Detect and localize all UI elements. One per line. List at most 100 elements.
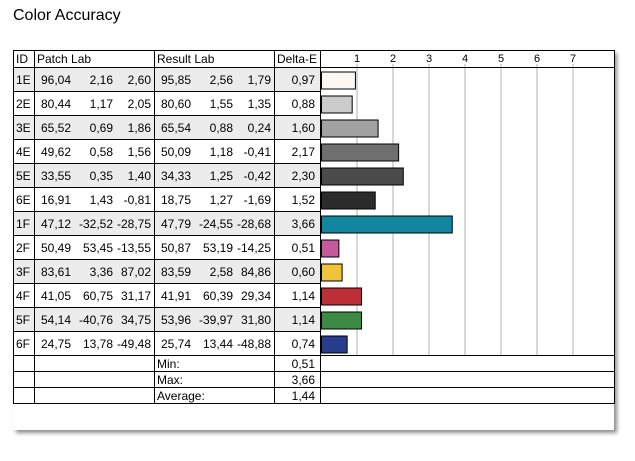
delta-e-value: 0,97 (274, 67, 321, 92)
row-id: 1F (13, 211, 35, 236)
row-id: 5E (13, 163, 35, 188)
result-lab-cell: 83,59 2,58 84,86 (154, 259, 275, 284)
result-lab-cell: 50,87 53,19 -14,25 (154, 235, 275, 260)
l-value: 83,61 (40, 264, 71, 279)
patch-lab-cell: 65,52 0,69 1,86 (34, 115, 155, 140)
table-row: 1F 47,12 -32,52 -28,75 47,79 -24,55 -28,68 3,66 (13, 211, 615, 236)
l-value: 24,75 (40, 336, 71, 351)
b-value: -13,55 (116, 240, 151, 255)
a-value: 13,44 (202, 336, 233, 351)
b-value: -0,42 (243, 168, 271, 183)
chart-title: Color Accuracy (13, 7, 121, 24)
a-value: 2,58 (209, 264, 233, 279)
table-row: 6E 16,91 1,43 -0,81 18,75 1,27 -1,69 1,52 (13, 187, 615, 212)
b-value: 87,02 (120, 264, 151, 279)
b-value: -49,48 (116, 336, 151, 351)
a-value: 2,56 (209, 72, 233, 87)
patch-lab-cell: 80,44 1,17 2,05 (34, 91, 155, 116)
a-value: 1,55 (209, 96, 233, 111)
b-value: 1,40 (127, 168, 151, 183)
l-value: 65,54 (160, 120, 191, 135)
a-value: -32,52 (78, 216, 113, 231)
bar-2E (321, 95, 353, 114)
result-lab-cell: 53,96 -39,97 31,80 (154, 307, 275, 332)
patch-lab-cell: 47,12 -32,52 -28,75 (34, 211, 155, 236)
a-value: -24,55 (198, 216, 233, 231)
a-value: 3,36 (89, 264, 113, 279)
a-value: 53,45 (82, 240, 113, 255)
x-tick-label: 4 (462, 53, 468, 65)
a-value: 1,17 (89, 96, 113, 111)
a-value: -40,76 (78, 312, 113, 327)
patch-lab-cell: 41,05 60,75 31,17 (34, 283, 155, 308)
a-value: 1,43 (89, 192, 113, 207)
stat-value: 0,51 (274, 355, 321, 372)
row-id: 4E (13, 139, 35, 164)
b-value: 1,56 (127, 144, 151, 159)
stat-row: Average: 1,44 (13, 387, 615, 404)
row-id: 3E (13, 115, 35, 140)
a-value: 0,69 (89, 120, 113, 135)
patch-lab-cell: 54,14 -40,76 34,75 (34, 307, 155, 332)
table-row: 3E 65,52 0,69 1,86 65,54 0,88 0,24 1,60 (13, 115, 615, 140)
b-value: 84,86 (240, 264, 271, 279)
table-row: 2E 80,44 1,17 2,05 80,60 1,55 1,35 0,88 (13, 91, 615, 116)
a-value: 0,58 (89, 144, 113, 159)
stat-blank-id (13, 371, 35, 388)
x-tick-label: 3 (426, 53, 432, 65)
b-value: -14,25 (236, 240, 271, 255)
b-value: -48,88 (236, 336, 271, 351)
a-value: 2,16 (89, 72, 113, 87)
b-value: 29,34 (240, 288, 271, 303)
row-id: 1E (13, 67, 35, 92)
stat-blank-patch (34, 355, 155, 372)
x-tick-label: 5 (498, 53, 504, 65)
patch-lab-cell: 33,55 0,35 1,40 (34, 163, 155, 188)
b-value: -0,41 (243, 144, 271, 159)
stat-value: 1,44 (274, 387, 321, 404)
table-row: 4E 49,62 0,58 1,56 50,09 1,18 -0,41 2,17 (13, 139, 615, 164)
stat-label: Min: (154, 355, 275, 372)
header-row: ID Patch Lab Result Lab Delta-E 1 2 3 4 5 6 7 (13, 50, 615, 356)
stat-blank-chart (320, 371, 615, 388)
patch-lab-cell: 96,04 2,16 2,60 (34, 67, 155, 92)
stat-blank-id (13, 387, 35, 404)
row-id: 3F (13, 259, 35, 284)
result-lab-cell: 34,33 1,25 -0,42 (154, 163, 275, 188)
delta-e-value: 2,30 (274, 163, 321, 188)
l-value: 80,60 (160, 96, 191, 111)
row-id: 4F (13, 283, 35, 308)
b-value: 31,80 (240, 312, 271, 327)
result-lab-cell: 65,54 0,88 0,24 (154, 115, 275, 140)
header-patch-lab: Patch Lab (34, 50, 155, 68)
x-tick-label: 2 (390, 53, 396, 65)
table-row: 6F 24,75 13,78 -49,48 25,74 13,44 -48,88 0,74 (13, 331, 615, 356)
delta-e-value: 2,17 (274, 139, 321, 164)
b-value: 2,05 (127, 96, 151, 111)
b-value: -1,69 (243, 192, 271, 207)
delta-e-value: 1,14 (274, 307, 321, 332)
bar-2F (321, 239, 340, 258)
a-value: 13,78 (82, 336, 113, 351)
l-value: 25,74 (160, 336, 191, 351)
b-value: 2,60 (127, 72, 151, 87)
x-tick-label: 6 (534, 53, 540, 65)
stat-blank-patch (34, 371, 155, 388)
header-delta-e: Delta-E (274, 50, 321, 68)
bar-3E (321, 119, 379, 138)
header-id: ID (13, 50, 35, 68)
a-value: 60,39 (202, 288, 233, 303)
patch-lab-cell: 49,62 0,58 1,56 (34, 139, 155, 164)
a-value: 0,88 (209, 120, 233, 135)
l-value: 41,05 (40, 288, 71, 303)
b-value: 31,17 (120, 288, 151, 303)
b-value: -28,68 (236, 216, 271, 231)
delta-e-value: 3,66 (274, 211, 321, 236)
l-value: 80,44 (40, 96, 71, 111)
l-value: 65,52 (40, 120, 71, 135)
stat-row: Min: 0,51 (13, 355, 615, 372)
result-lab-cell: 41,91 60,39 29,34 (154, 283, 275, 308)
a-value: -39,97 (198, 312, 233, 327)
table-row: 5F 54,14 -40,76 34,75 53,96 -39,97 31,80 1,14 (13, 307, 615, 332)
bar-3F (321, 263, 343, 282)
